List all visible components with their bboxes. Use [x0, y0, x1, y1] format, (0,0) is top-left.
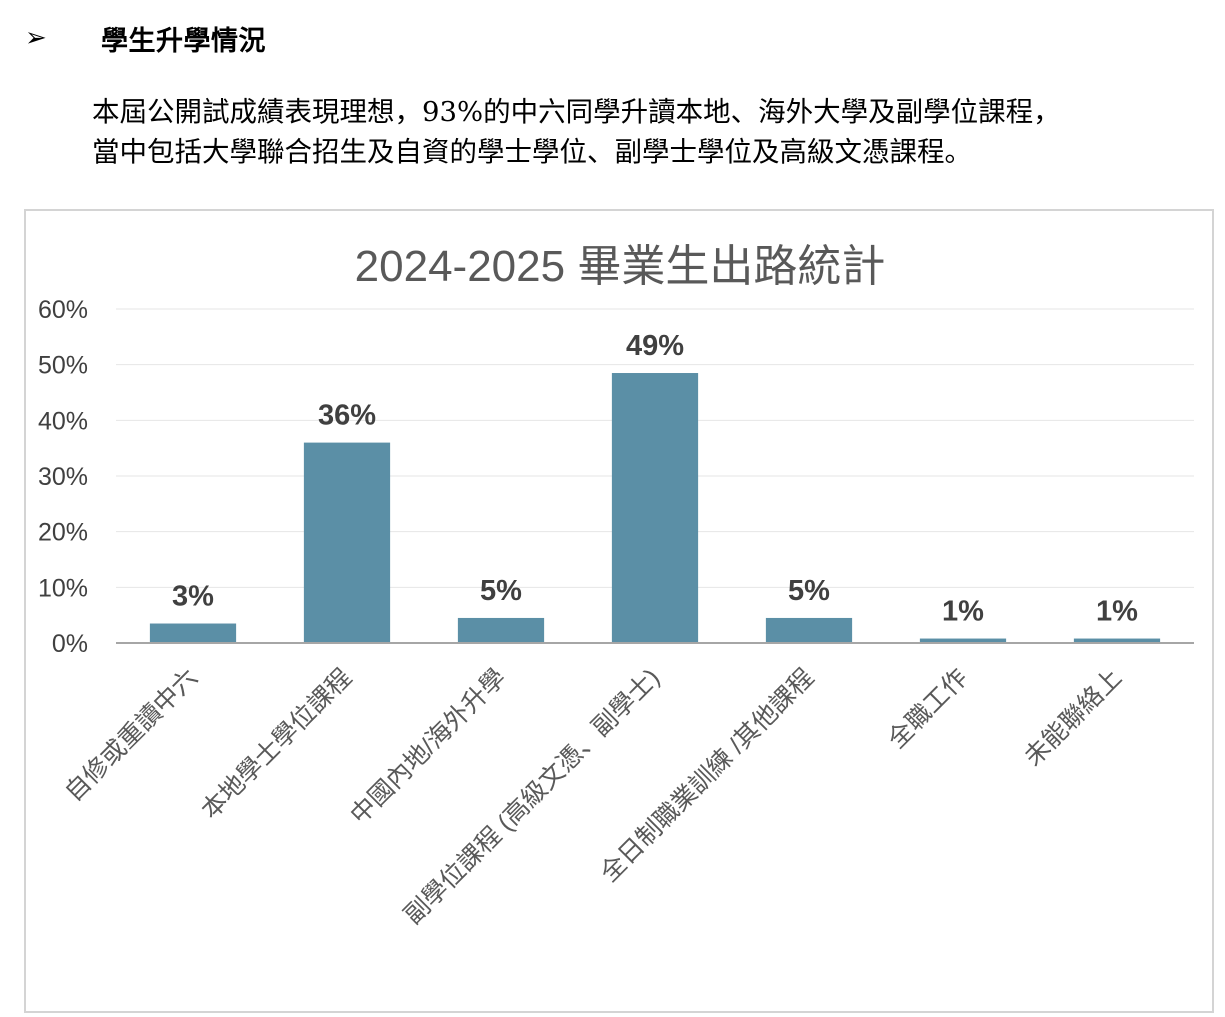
bar: [457, 617, 545, 643]
section-heading: ➢ 學生升學情況: [25, 18, 266, 58]
data-label: 49%: [626, 330, 684, 362]
intro-line-2: 當中包括大學聯合招生及自資的學士學位、副學士學位及高級文憑課程。: [92, 136, 972, 168]
bar: [919, 638, 1007, 643]
x-tick-label: 副學位課程 (高級文憑、副學士): [399, 663, 665, 929]
y-tick-label: 50%: [38, 352, 88, 380]
data-label: 36%: [318, 400, 376, 432]
y-tick-label: 0%: [52, 630, 88, 658]
section-title: 學生升學情況: [101, 25, 266, 57]
intro-paragraph: 本屆公開試成績表現理想，93%的中六同學升讀本地、海外大學及副學位課程， 當中包…: [92, 92, 1217, 172]
x-tick-label: 本地學士學位課程: [196, 663, 357, 824]
chart-title: 2024-2025 畢業生出路統計: [355, 242, 886, 291]
chart-container: 2024-2025 畢業生出路統計 0% 10% 20% 30% 40% 50% 60% 3…: [24, 209, 1214, 1013]
x-tick-label: 自修或重讀中六: [60, 663, 204, 807]
arrow-bullet-icon: ➢: [25, 23, 47, 53]
x-tick-label: 未能聯絡上: [1019, 663, 1127, 771]
intro-line-1: 本屆公開試成績表現理想，93%的中六同學升讀本地、海外大學及副學位課程，: [92, 96, 1061, 128]
data-label: 5%: [788, 575, 830, 607]
y-tick-label: 10%: [38, 574, 88, 602]
bar: [303, 442, 391, 643]
bar: [1073, 638, 1161, 643]
y-tick-label: 40%: [38, 407, 88, 435]
bars: [149, 373, 1161, 643]
y-axis-ticks: 0% 10% 20% 30% 40% 50% 60%: [38, 296, 88, 658]
x-tick-label: 全職工作: [883, 663, 974, 754]
data-label: 1%: [1096, 596, 1138, 628]
y-tick-label: 30%: [38, 463, 88, 491]
bar-chart: 2024-2025 畢業生出路統計 0% 10% 20% 30% 40% 50% 60% 3…: [38, 242, 1194, 930]
data-label: 5%: [480, 575, 522, 607]
bar: [765, 617, 853, 643]
data-labels: 3% 36% 5% 49% 5% 1% 1%: [172, 330, 1138, 628]
bar: [611, 373, 699, 643]
data-label: 3%: [172, 581, 214, 613]
bar: [149, 623, 237, 643]
y-tick-label: 60%: [38, 296, 88, 324]
y-tick-label: 20%: [38, 519, 88, 547]
x-tick-label: 中國內地/海外升學: [345, 663, 511, 829]
data-label: 1%: [942, 596, 984, 628]
